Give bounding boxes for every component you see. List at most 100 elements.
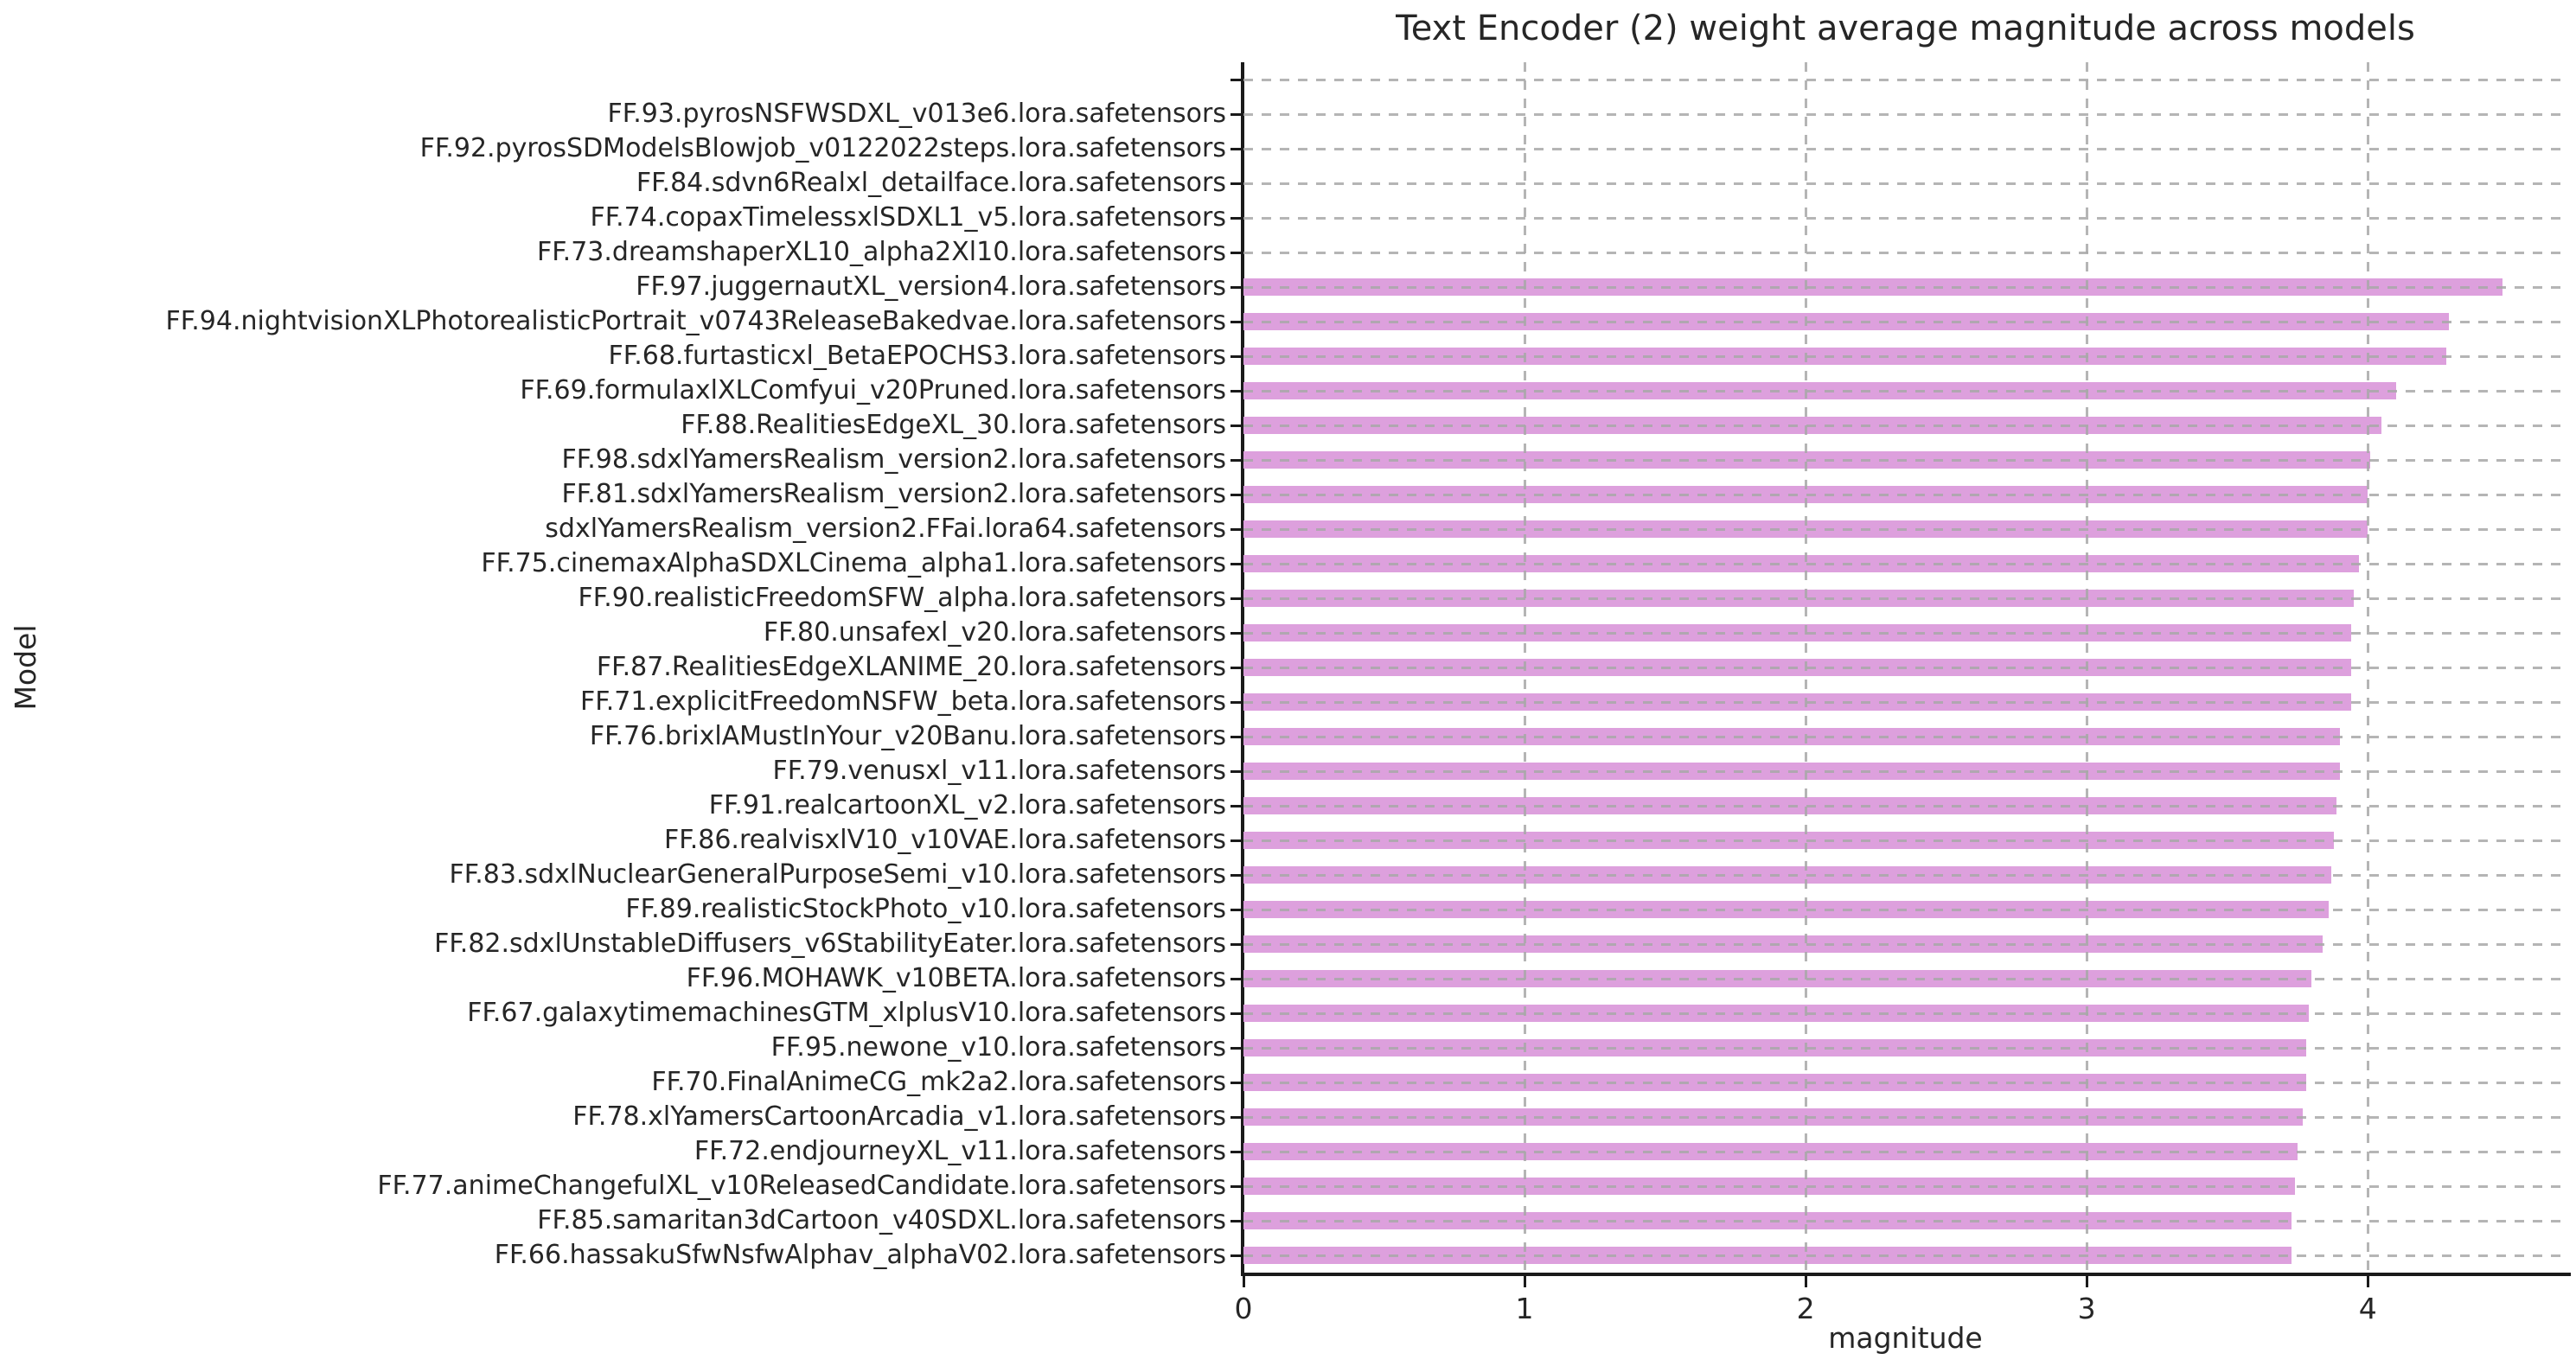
gridline-horizontal	[1243, 354, 2567, 358]
y-tick-label: FF.90.realisticFreedomSFW_alpha.lora.saf…	[578, 583, 1226, 613]
y-tick-label	[0, 62, 1226, 97]
x-tick-label: 1	[1515, 1292, 1534, 1325]
gridline-horizontal	[1243, 424, 2567, 427]
y-tick	[1230, 1081, 1241, 1084]
y-tick	[1230, 424, 1241, 427]
y-tick-label: FF.89.realisticStockPhoto_v10.lora.safet…	[625, 894, 1226, 924]
y-tick	[1230, 873, 1241, 877]
x-axis-title: magnitude	[1828, 1321, 1983, 1355]
y-tick-label: FF.71.explicitFreedomNSFW_beta.lora.safe…	[580, 686, 1226, 717]
y-tick	[1230, 597, 1241, 600]
y-tick-label: FF.73.dreamshaperXL10_alpha2Xl10.lora.sa…	[536, 237, 1226, 267]
gridline-horizontal	[1243, 666, 2567, 669]
y-tick-label: FF.96.MOHAWK_v10BETA.lora.safetensors	[686, 963, 1226, 993]
y-tick	[1230, 527, 1241, 531]
gridline-horizontal	[1243, 1115, 2567, 1119]
x-tick	[1523, 1276, 1526, 1287]
y-tick	[1230, 562, 1241, 565]
y-tick	[1230, 78, 1241, 81]
x-tick	[1242, 1276, 1245, 1287]
gridline-horizontal	[1243, 1046, 2567, 1050]
gridline-horizontal	[1243, 977, 2567, 980]
gridline-horizontal	[1243, 769, 2567, 773]
y-tick	[1230, 216, 1241, 220]
y-tick	[1230, 1219, 1241, 1222]
y-tick	[1230, 804, 1241, 807]
y-tick-label: FF.69.formulaxlXLComfyui_v20Pruned.lora.…	[520, 375, 1226, 405]
y-tick	[1230, 631, 1241, 635]
gridline-horizontal	[1243, 1012, 2567, 1015]
y-tick	[1230, 389, 1241, 393]
gridline-horizontal	[1243, 320, 2567, 323]
chart-title: Text Encoder (2) weight average magnitud…	[1396, 9, 2415, 48]
plot-area	[1243, 62, 2567, 1273]
gridline-horizontal	[1243, 216, 2567, 220]
gridline-horizontal	[1243, 1219, 2567, 1222]
y-tick-label: FF.94.nightvisionXLPhotorealisticPortrai…	[165, 306, 1226, 336]
y-tick-label: FF.92.pyrosSDModelsBlowjob_v0122022steps…	[419, 133, 1226, 163]
y-tick-label: FF.72.endjourneyXL_v11.lora.safetensors	[694, 1136, 1226, 1166]
y-tick-label: FF.85.samaritan3dCartoon_v40SDXL.lora.sa…	[537, 1205, 1226, 1235]
gridline-horizontal	[1243, 839, 2567, 842]
y-tick	[1230, 182, 1241, 185]
x-tick	[2366, 1276, 2369, 1287]
y-tick-label: FF.86.realvisxlV10_v10VAE.lora.safetenso…	[664, 825, 1226, 855]
gridline-horizontal	[1243, 458, 2567, 462]
y-tick-label: FF.66.hassakuSfwNsfwAlphav_alphaV02.lora…	[494, 1240, 1226, 1270]
y-tick-label: FF.79.venusxl_v11.lora.safetensors	[772, 756, 1226, 786]
y-tick	[1230, 285, 1241, 289]
gridline-horizontal	[1243, 873, 2567, 877]
x-tick-label: 0	[1234, 1292, 1253, 1325]
y-tick-label: FF.91.realcartoonXL_v2.lora.safetensors	[708, 790, 1226, 820]
y-tick	[1230, 666, 1241, 669]
gridline-horizontal	[1243, 147, 2567, 150]
y-tick	[1230, 942, 1241, 946]
y-tick-label: FF.93.pyrosNSFWSDXL_v013e6.lora.safetens…	[607, 99, 1226, 129]
y-tick-label: FF.70.FinalAnimeCG_mk2a2.lora.safetensor…	[651, 1067, 1226, 1097]
y-tick-label: FF.78.xlYamersCartoonArcadia_v1.lora.saf…	[572, 1101, 1226, 1132]
gridline-horizontal	[1243, 78, 2567, 81]
y-tick-label: FF.74.copaxTimelessxlSDXL1_v5.lora.safet…	[590, 202, 1226, 233]
y-tick-label: sdxlYamersRealism_version2.FFai.lora64.s…	[545, 514, 1226, 544]
x-tick-label: 2	[1796, 1292, 1815, 1325]
y-tick-label: FF.84.sdvn6Realxl_detailface.lora.safete…	[636, 168, 1226, 198]
y-tick	[1230, 1046, 1241, 1050]
y-tick-label: FF.83.sdxlNuclearGeneralPurposeSemi_v10.…	[449, 859, 1226, 890]
y-tick	[1230, 908, 1241, 911]
y-tick-label: FF.88.RealitiesEdgeXL_30.lora.safetensor…	[681, 410, 1226, 440]
y-tick-label: FF.75.cinemaxAlphaSDXLCinema_alpha1.lora…	[481, 548, 1226, 578]
gridline-horizontal	[1243, 285, 2567, 289]
gridline-horizontal	[1243, 389, 2567, 393]
y-tick	[1230, 320, 1241, 323]
y-tick	[1230, 354, 1241, 358]
x-tick	[2085, 1276, 2088, 1287]
gridline-horizontal	[1243, 908, 2567, 911]
y-tick	[1230, 1184, 1241, 1188]
y-tick-label: FF.67.galaxytimemachinesGTM_xlplusV10.lo…	[467, 998, 1226, 1028]
gridline-horizontal	[1243, 735, 2567, 738]
gridline-horizontal	[1243, 1150, 2567, 1153]
y-tick-label: FF.82.sdxlUnstableDiffusers_v6StabilityE…	[434, 929, 1226, 959]
y-tick-label: FF.80.unsafexl_v20.lora.safetensors	[763, 617, 1226, 648]
y-tick-label: FF.87.RealitiesEdgeXLANIME_20.lora.safet…	[596, 652, 1226, 682]
y-tick-label: FF.76.brixlAMustInYour_v20Banu.lora.safe…	[589, 721, 1226, 751]
x-tick-label: 3	[2077, 1292, 2096, 1325]
gridline-horizontal	[1243, 804, 2567, 807]
x-tick-label: 4	[2358, 1292, 2377, 1325]
y-tick	[1230, 1012, 1241, 1015]
gridline-horizontal	[1243, 1081, 2567, 1084]
y-tick	[1230, 769, 1241, 773]
y-tick-label: FF.77.animeChangefulXL_v10ReleasedCandid…	[377, 1171, 1226, 1201]
gridline-horizontal	[1243, 182, 2567, 185]
gridline-horizontal	[1243, 631, 2567, 635]
gridline-horizontal	[1243, 1254, 2567, 1257]
y-tick	[1230, 977, 1241, 980]
y-tick	[1230, 458, 1241, 462]
y-axis-spine	[1241, 62, 1244, 1276]
gridline-horizontal	[1243, 251, 2567, 254]
y-tick	[1230, 1150, 1241, 1153]
x-axis-spine	[1241, 1273, 2571, 1276]
gridline-horizontal	[1243, 112, 2567, 116]
y-tick	[1230, 112, 1241, 116]
